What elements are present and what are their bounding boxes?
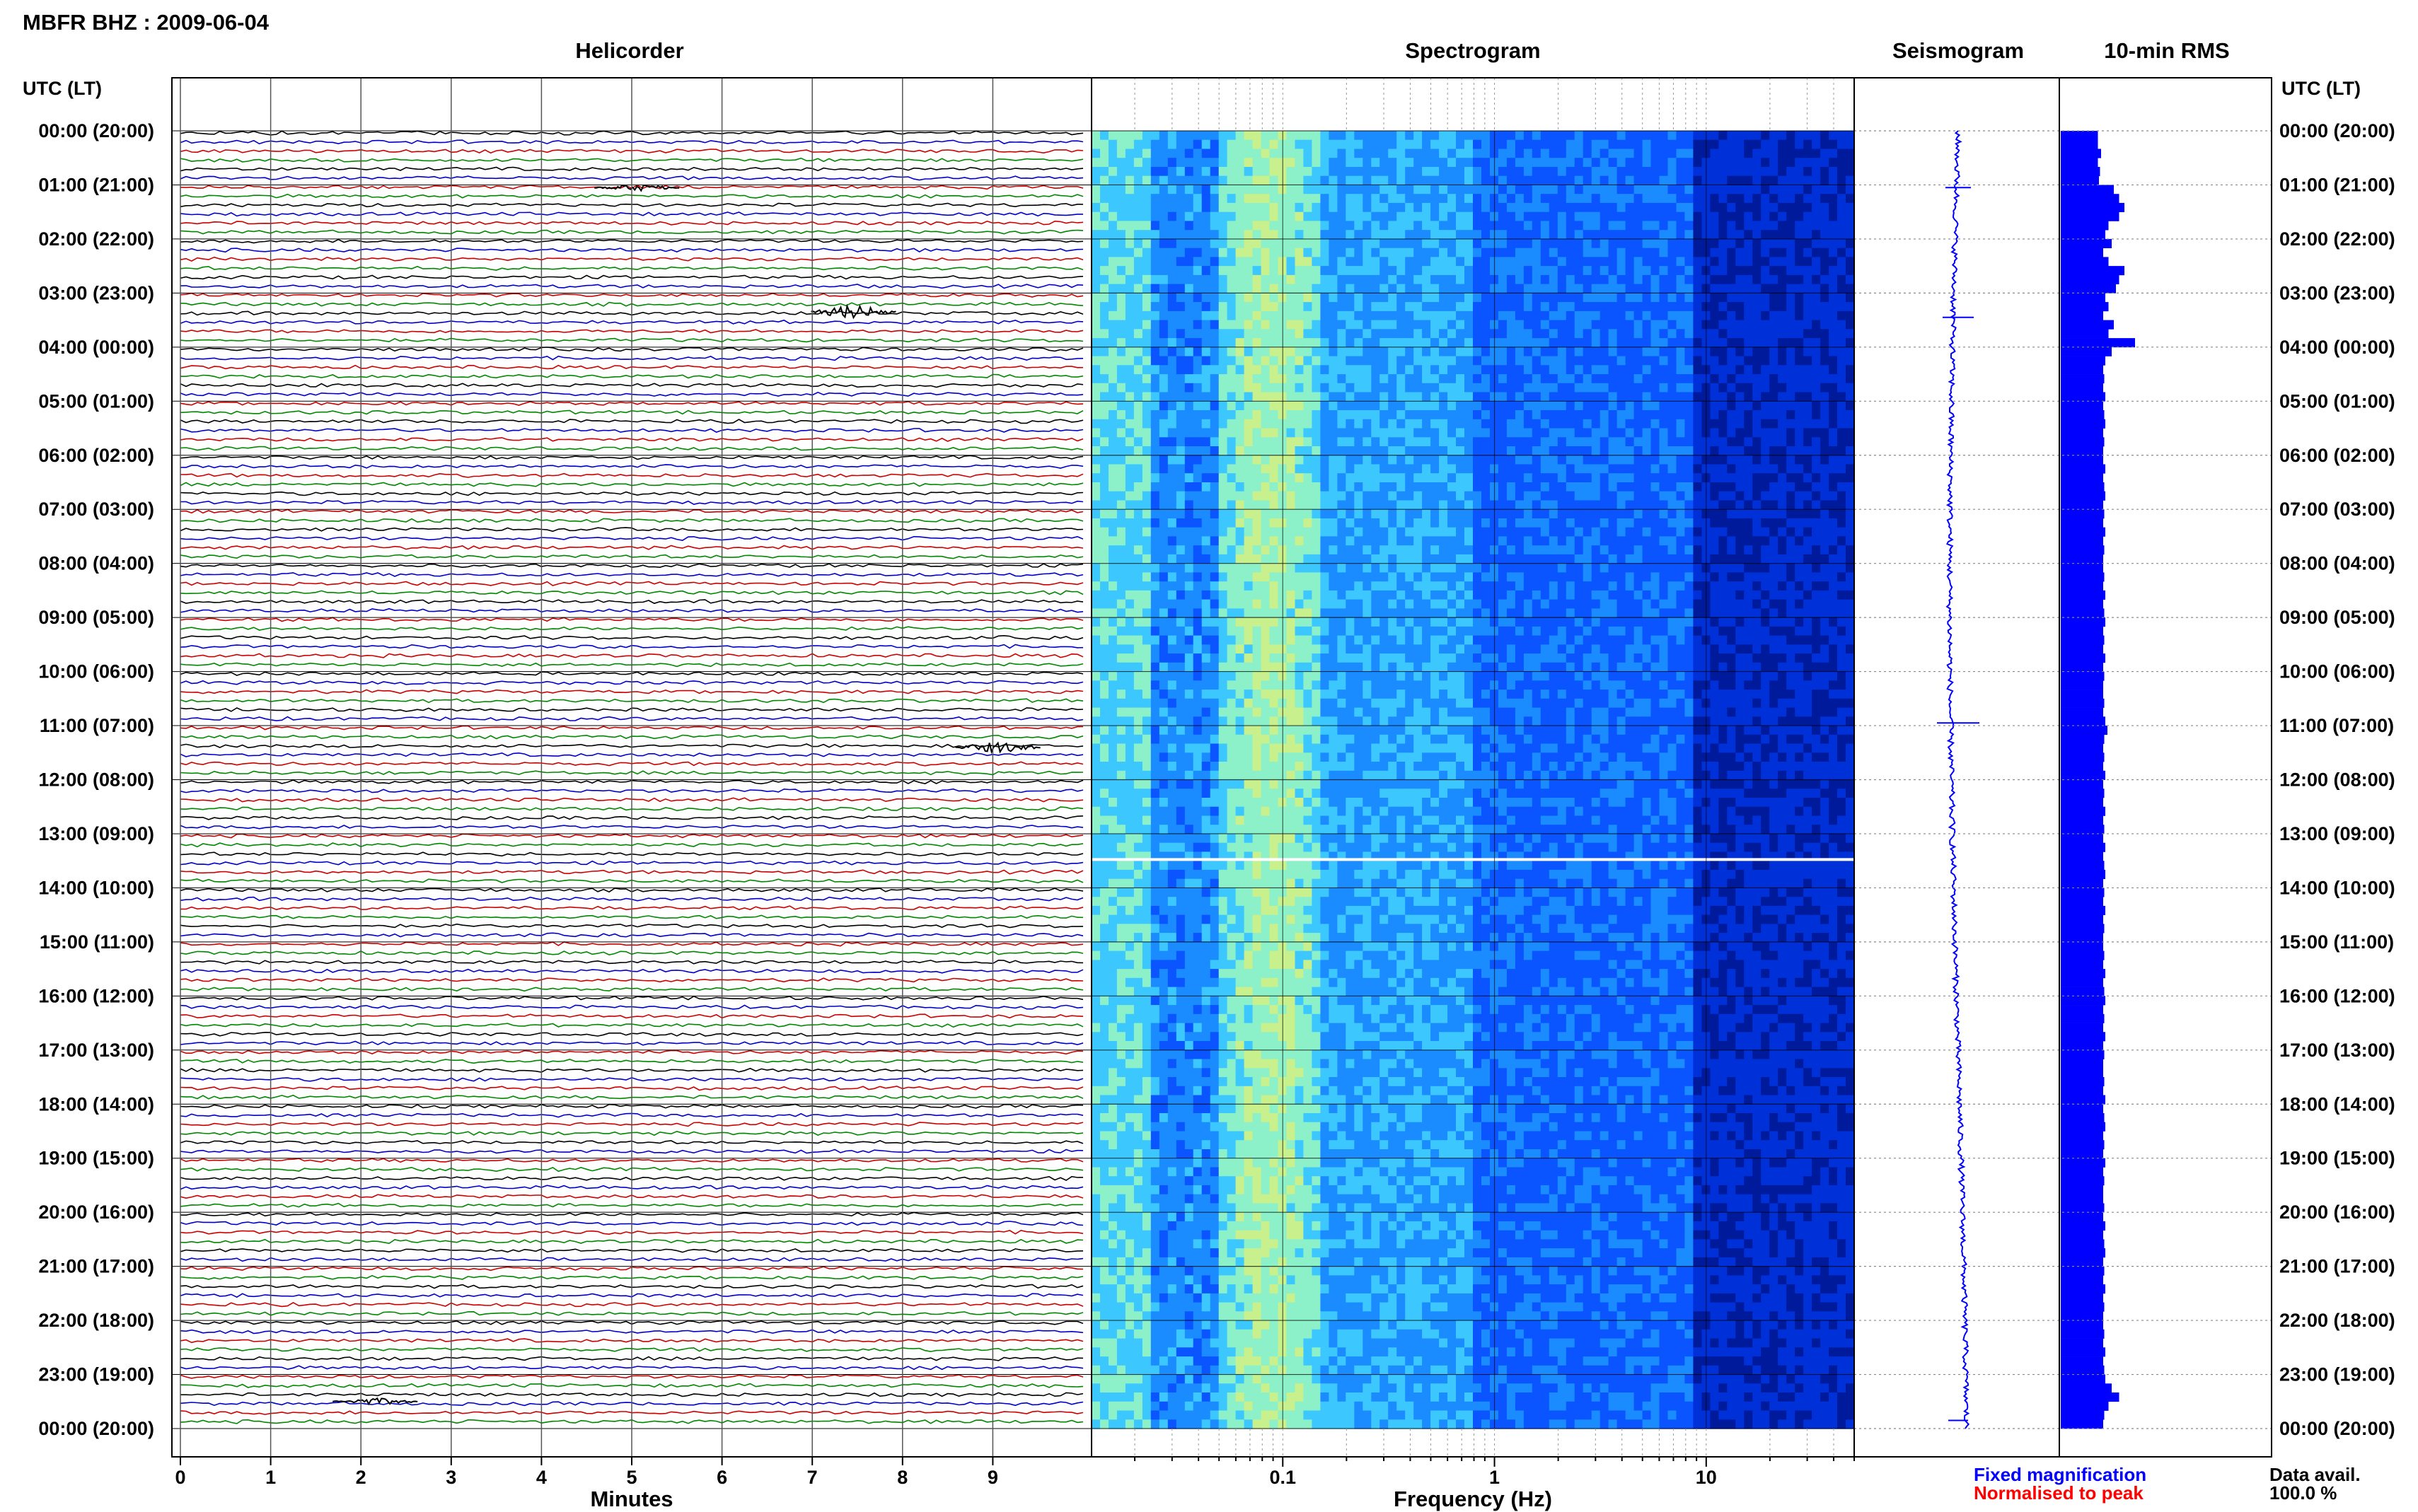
minute-tick-label: 1 (265, 1467, 276, 1488)
time-label-right: 14:00 (10:00) (2279, 877, 2395, 898)
time-label-right: 18:00 (14:00) (2279, 1093, 2395, 1115)
time-label-left: 03:00 (23:00) (38, 282, 154, 303)
time-label-left: 17:00 (13:00) (38, 1040, 154, 1061)
time-label-right: 17:00 (13:00) (2279, 1040, 2395, 1061)
minute-tick-label: 9 (988, 1467, 998, 1488)
time-label-right: 08:00 (04:00) (2279, 553, 2395, 574)
time-label-left: 18:00 (14:00) (38, 1093, 154, 1115)
time-label-left: 15:00 (11:00) (40, 931, 154, 953)
time-label-left: 11:00 (07:00) (40, 715, 154, 736)
time-label-left: 00:00 (20:00) (38, 1418, 154, 1439)
time-label-left: 19:00 (15:00) (38, 1148, 154, 1169)
time-label-left: 06:00 (02:00) (38, 445, 154, 466)
time-label-left: 14:00 (10:00) (38, 877, 154, 898)
seismogram-trace (1937, 130, 1979, 1429)
frequency-tick-label: 0.1 (1269, 1467, 1296, 1488)
time-label-left: 02:00 (22:00) (38, 228, 154, 250)
time-label-right: 09:00 (05:00) (2279, 607, 2395, 628)
time-label-right: 02:00 (22:00) (2279, 228, 2395, 250)
time-label-left: 12:00 (08:00) (38, 769, 154, 791)
rms-title: 10-min RMS (2104, 38, 2229, 63)
time-label-right: 06:00 (02:00) (2279, 445, 2395, 466)
time-label-right: 23:00 (19:00) (2279, 1364, 2395, 1385)
minute-tick-label: 2 (356, 1467, 366, 1488)
time-label-right: 13:00 (09:00) (2279, 823, 2395, 844)
figure-title: MBFR BHZ : 2009-06-04 (23, 10, 270, 35)
time-label-left: 22:00 (18:00) (38, 1310, 154, 1331)
rms-bars (2061, 131, 2135, 1429)
time-label-right: 04:00 (00:00) (2279, 337, 2395, 358)
minutes-axis: 0 1 2 3 4 5 6 7 8 9 (175, 78, 998, 1488)
time-header-left: UTC (LT) (23, 78, 102, 99)
time-label-right: 19:00 (15:00) (2279, 1148, 2395, 1169)
time-label-left: 20:00 (16:00) (38, 1202, 154, 1223)
time-label-left: 13:00 (09:00) (38, 823, 154, 844)
time-label-left: 09:00 (05:00) (38, 607, 154, 628)
time-label-right: 10:00 (06:00) (2279, 661, 2395, 682)
minute-tick-label: 8 (897, 1467, 908, 1488)
time-header-right: UTC (LT) (2281, 78, 2361, 99)
frequency-axis-label: Frequency (Hz) (1394, 1487, 1552, 1511)
time-label-left: 05:00 (01:00) (38, 390, 154, 412)
minute-tick-label: 3 (446, 1467, 456, 1488)
time-label-left: 16:00 (12:00) (38, 985, 154, 1006)
frequency-tick-label: 1 (1489, 1467, 1500, 1488)
time-label-left: 23:00 (19:00) (38, 1364, 154, 1385)
time-label-left: 10:00 (06:00) (38, 661, 154, 682)
time-label-right: 16:00 (12:00) (2279, 985, 2395, 1006)
seismogram-title: Seismogram (1892, 38, 2024, 63)
time-label-left: 04:00 (00:00) (38, 337, 154, 358)
time-label-left: 01:00 (21:00) (38, 174, 154, 195)
time-label-right: 00:00 (20:00) (2279, 1418, 2395, 1439)
time-label-right: 21:00 (17:00) (2279, 1256, 2395, 1277)
time-label-right: 15:00 (11:00) (2279, 931, 2394, 953)
time-label-right: 01:00 (21:00) (2279, 174, 2395, 195)
time-label-right: 11:00 (07:00) (2279, 715, 2394, 736)
minute-tick-label: 6 (717, 1467, 727, 1488)
time-label-left: 07:00 (03:00) (38, 499, 154, 520)
minute-tick-label: 0 (175, 1467, 185, 1488)
time-label-right: 05:00 (01:00) (2279, 390, 2395, 412)
time-label-right: 20:00 (16:00) (2279, 1202, 2395, 1223)
data-avail-value: 100.0 % (2269, 1482, 2337, 1504)
frequency-tick-label: 10 (1696, 1467, 1717, 1488)
time-label-left: 00:00 (20:00) (38, 120, 154, 141)
data-avail-label: Data avail. (2269, 1464, 2361, 1485)
rms-frame (2059, 77, 2272, 1458)
helicorder-title: Helicorder (575, 38, 683, 63)
time-label-left: 21:00 (17:00) (38, 1256, 154, 1277)
time-label-right: 22:00 (18:00) (2279, 1310, 2395, 1331)
minutes-axis-label: Minutes (590, 1487, 673, 1511)
minute-tick-label: 5 (626, 1467, 637, 1488)
time-label-right: 00:00 (20:00) (2279, 120, 2395, 141)
time-axis-labels: 00:00 (20:00) 00:00 (20:00) 01:00 (21:00) 0… (38, 120, 2395, 1439)
time-label-left: 08:00 (04:00) (38, 553, 154, 574)
spectrogram-heatmap (1092, 131, 1855, 1429)
minute-tick-label: 4 (536, 1467, 547, 1488)
spectrogram-title: Spectrogram (1405, 38, 1540, 63)
minute-tick-label: 7 (807, 1467, 818, 1488)
time-label-right: 03:00 (23:00) (2279, 282, 2395, 303)
time-label-right: 07:00 (03:00) (2279, 499, 2395, 520)
legend-fixed-magnification: Fixed magnification (1974, 1464, 2146, 1485)
time-label-right: 12:00 (08:00) (2279, 769, 2395, 791)
legend-normalised-to-peak: Normalised to peak (1974, 1482, 2144, 1504)
